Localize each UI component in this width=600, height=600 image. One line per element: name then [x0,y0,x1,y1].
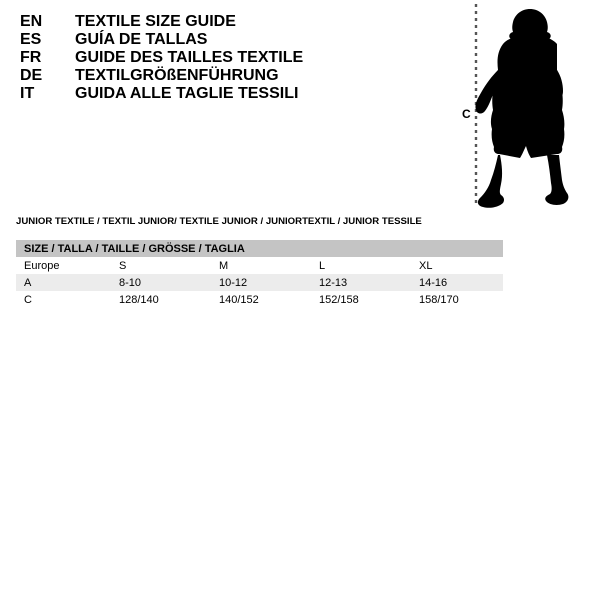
svg-text:C: C [462,107,471,121]
